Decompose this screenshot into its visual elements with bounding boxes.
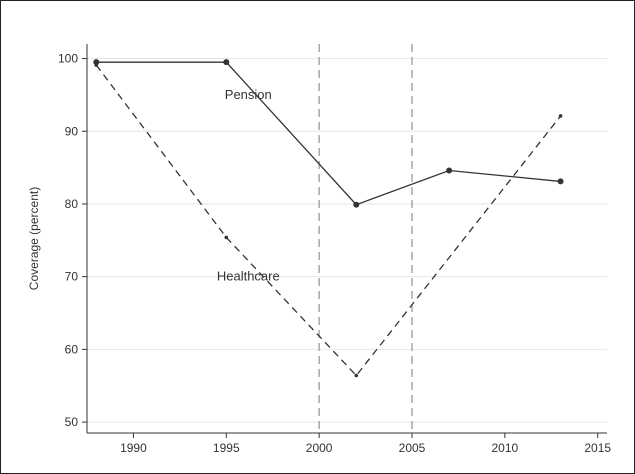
y-tick-label: 100 <box>58 52 78 66</box>
x-tick-label: 1990 <box>120 441 147 455</box>
y-tick-label: 90 <box>65 124 79 138</box>
grid <box>87 58 607 423</box>
y-tick-label: 80 <box>65 197 79 211</box>
data-point-healthcare <box>354 373 359 378</box>
y-tick-label: 60 <box>65 342 79 356</box>
data-point-pension <box>93 59 100 66</box>
data-point-pension <box>223 59 230 66</box>
data-point-healthcare <box>94 63 99 67</box>
data-point-pension <box>353 201 360 208</box>
x-tick-label: 2005 <box>399 441 426 455</box>
annotations: Pension Healthcare <box>217 87 280 284</box>
data-point-healthcare <box>558 114 563 118</box>
data-point-pension <box>557 178 564 185</box>
x-tick-label: 2000 <box>306 441 333 455</box>
series-line-pension <box>96 61 561 206</box>
x-tick-label: 2010 <box>492 441 519 455</box>
data-point-pension <box>446 167 453 174</box>
series-label: Healthcare <box>217 269 280 284</box>
data-point-healthcare <box>224 235 229 240</box>
x-tick-label: 1995 <box>213 441 240 455</box>
y-tick-label: 50 <box>65 415 79 429</box>
axes: 50 60 70 80 90 100 1990 1995 2000 2005 2010 2015 <box>58 44 611 455</box>
series-label: Pension <box>225 87 272 102</box>
series-line-healthcare <box>95 64 562 377</box>
x-tick-label: 2015 <box>584 441 611 455</box>
y-tick-label: 70 <box>65 270 79 284</box>
reference-lines <box>318 44 413 433</box>
series <box>93 59 564 378</box>
y-axis-title: Coverage (percent) <box>27 187 41 290</box>
